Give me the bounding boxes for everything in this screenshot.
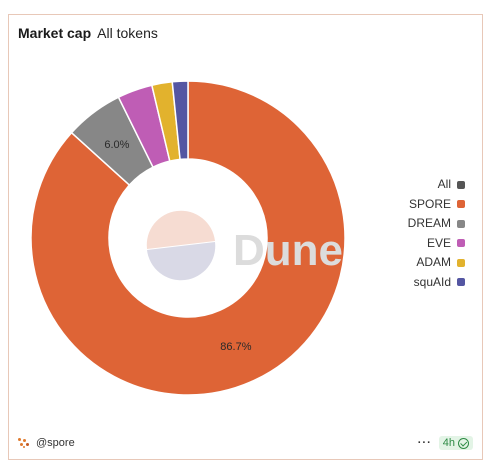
chart-card: Market cap All tokens Dune 86.7% 6.0% All SP… <box>8 14 483 460</box>
watermark-logo-bottom <box>147 242 216 281</box>
slice-squaid[interactable] <box>171 80 189 161</box>
legend-item-eve[interactable]: EVE <box>408 234 465 254</box>
legend-swatch <box>457 258 465 267</box>
legend-label: SPORE <box>408 196 451 211</box>
spore-icon <box>18 438 30 448</box>
watermark-logo-top <box>146 210 215 249</box>
footer-actions: ··· 4h <box>418 436 473 450</box>
data-label-spore: 86.7% <box>220 341 251 353</box>
slice-spore[interactable] <box>30 80 346 396</box>
legend-label: All <box>437 177 451 191</box>
refresh-age: 4h <box>442 437 455 449</box>
chart-title: Market cap <box>18 25 92 41</box>
legend-swatch <box>457 278 465 287</box>
legend-swatch <box>457 180 465 189</box>
legend-item-adam[interactable]: ADAM <box>408 253 465 273</box>
legend-item-spore[interactable]: SPORE <box>408 195 465 215</box>
legend-label: ADAM <box>416 255 451 269</box>
more-options-button[interactable]: ··· <box>417 437 432 449</box>
author-info[interactable]: @spore <box>18 437 75 449</box>
legend-swatch <box>457 239 465 248</box>
chart-legend: All SPORE DREAM EVE ADAM squAId <box>408 175 465 292</box>
watermark-text: Dune <box>233 226 343 275</box>
data-label-dream: 6.0% <box>104 139 129 151</box>
dune-watermark: Dune <box>146 210 343 281</box>
legend-swatch <box>457 219 465 228</box>
legend-swatch <box>457 200 465 209</box>
donut-chart: Dune 86.7% 6.0% <box>30 80 346 396</box>
legend-item-dream[interactable]: DREAM <box>408 214 465 234</box>
author-handle: @spore <box>36 437 75 449</box>
chart-header: Market cap All tokens <box>18 24 158 42</box>
check-circle-icon <box>458 437 469 449</box>
chart-subtitle: All tokens <box>97 25 158 41</box>
legend-label: squAId <box>413 274 451 289</box>
refresh-badge[interactable]: 4h <box>438 436 473 450</box>
legend-item-squaid[interactable]: squAId <box>408 273 465 293</box>
legend-label: EVE <box>426 235 451 250</box>
legend-item-all[interactable]: All <box>408 175 465 195</box>
legend-label: DREAM <box>407 216 451 230</box>
